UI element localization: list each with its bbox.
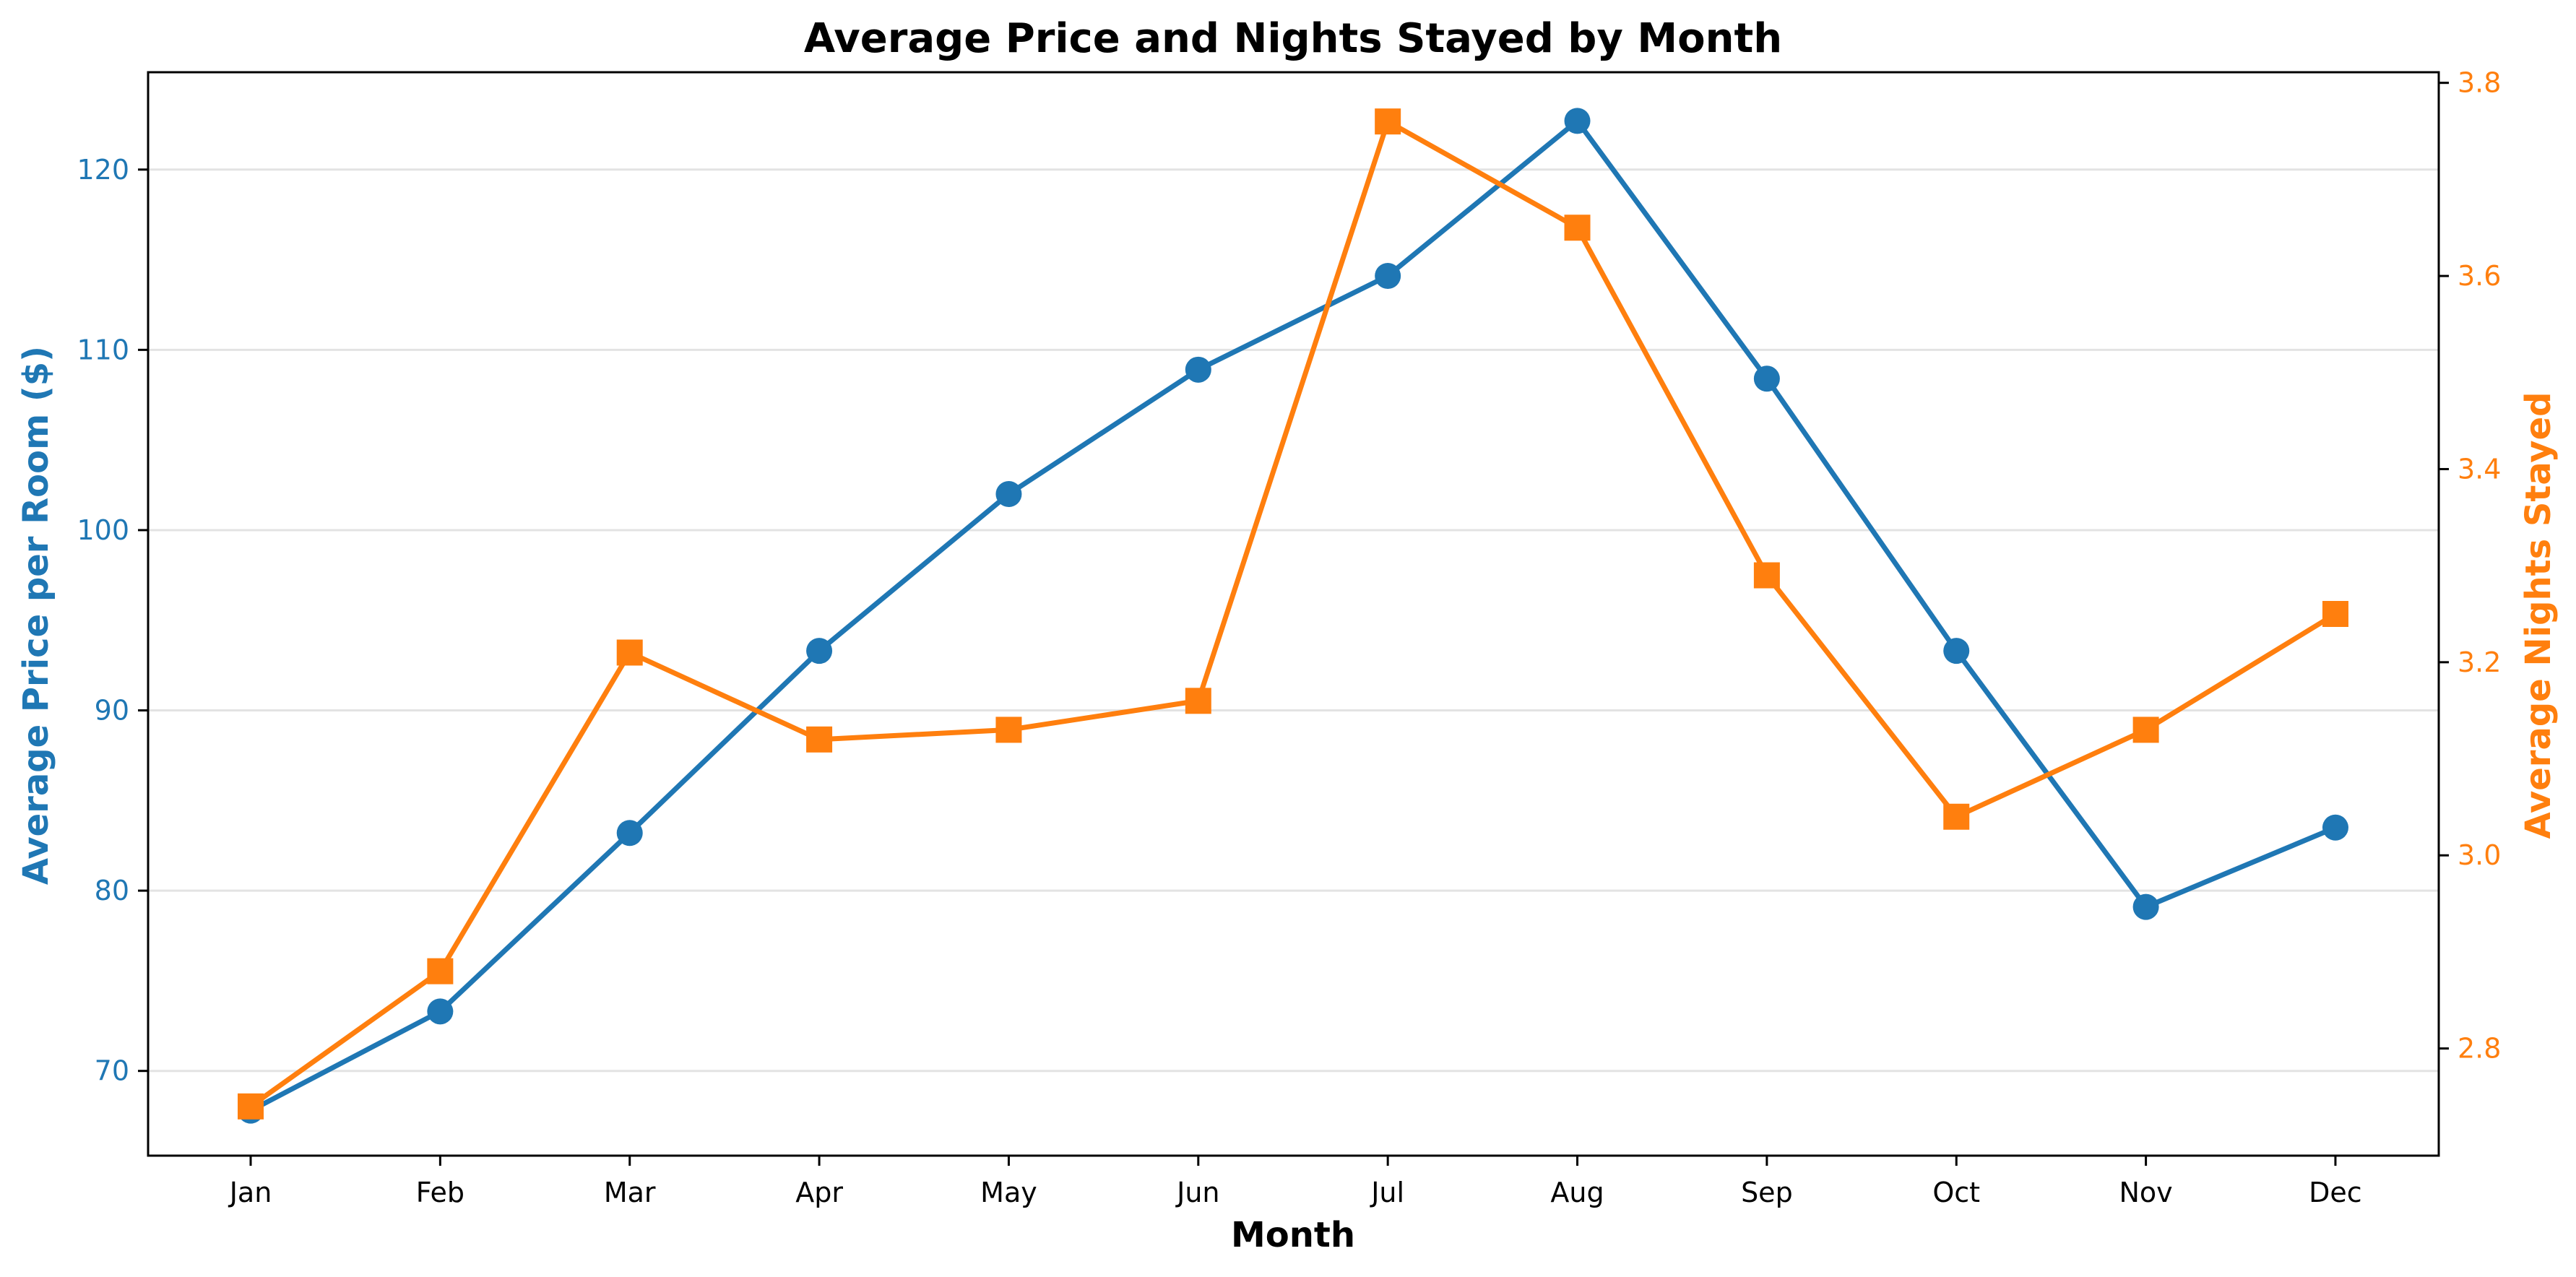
gridlines xyxy=(148,168,2439,1073)
right-y-tick-label: 3.6 xyxy=(2458,260,2501,292)
data-point-square xyxy=(1943,803,1970,830)
data-point-circle xyxy=(995,481,1022,508)
x-tick-label: Apr xyxy=(795,1177,843,1208)
series xyxy=(238,108,2348,1124)
series-avg-price xyxy=(238,108,2348,1124)
data-point-square xyxy=(806,726,833,753)
series-line xyxy=(248,118,2338,1109)
left-y-tick-label: 110 xyxy=(77,334,129,365)
data-point-square xyxy=(1564,215,1591,241)
plot-frame xyxy=(147,71,2440,1157)
x-tick-label: Jan xyxy=(228,1177,272,1208)
data-point-square xyxy=(2132,717,2159,743)
data-point-circle xyxy=(2132,893,2159,920)
x-tick-label: Sep xyxy=(1741,1177,1793,1208)
data-point-circle xyxy=(616,820,643,847)
left-y-tick-label: 120 xyxy=(77,154,129,186)
right-y-tick-label: 2.8 xyxy=(2458,1033,2501,1065)
x-tick-label: Jun xyxy=(1175,1177,1219,1208)
data-point-square xyxy=(238,1093,264,1120)
x-tick-label: May xyxy=(980,1177,1037,1208)
left-y-axis-label: Average Price per Room ($) xyxy=(16,346,56,885)
x-tick-label: Feb xyxy=(416,1177,464,1208)
data-point-square xyxy=(995,717,1022,743)
right-y-tick-label: 3.4 xyxy=(2458,453,2501,485)
x-tick-label: Dec xyxy=(2309,1177,2362,1208)
data-point-circle xyxy=(1185,356,1211,383)
x-axis-label: Month xyxy=(1231,1215,1355,1255)
x-tick-label: Nov xyxy=(2119,1177,2173,1208)
right-y-tick-label: 3.2 xyxy=(2458,646,2501,678)
x-tick-label: Jul xyxy=(1370,1177,1404,1208)
data-point-square xyxy=(1753,562,1780,589)
right-y-axis-label: Average Nights Stayed xyxy=(2518,392,2559,839)
data-point-square xyxy=(2322,601,2348,627)
series-line xyxy=(248,118,2338,1114)
series-nights-stayed xyxy=(238,108,2348,1120)
left-y-axis-ticks: 70 80 90 100 110 120 xyxy=(77,154,148,1087)
x-tick-label: Oct xyxy=(1932,1177,1980,1208)
left-y-tick-label: 70 xyxy=(95,1055,129,1087)
data-point-circle xyxy=(1375,263,1401,290)
data-point-circle xyxy=(427,998,454,1025)
data-point-circle xyxy=(1564,108,1591,134)
chart-title: Average Price and Nights Stayed by Month xyxy=(804,15,1782,62)
left-y-tick-label: 90 xyxy=(95,695,129,727)
data-point-circle xyxy=(1753,365,1780,392)
left-y-tick-label: 100 xyxy=(77,514,129,546)
right-y-axis-ticks: 2.8 3.0 3.2 3.4 3.6 3.8 xyxy=(2439,67,2501,1065)
data-point-circle xyxy=(2322,814,2348,841)
right-y-tick-label: 3.8 xyxy=(2458,67,2501,99)
data-point-square xyxy=(1185,688,1211,714)
x-tick-label: Aug xyxy=(1550,1177,1604,1208)
data-point-square xyxy=(1375,108,1401,135)
data-point-circle xyxy=(806,638,833,665)
data-point-square xyxy=(427,958,454,984)
data-point-circle xyxy=(1943,638,1970,665)
x-axis-ticks: Jan Feb Mar Apr May Jun Jul Aug Sep Oct Nov Dec xyxy=(228,1156,2362,1208)
data-point-square xyxy=(616,639,643,666)
left-y-tick-label: 80 xyxy=(95,875,129,906)
x-tick-label: Mar xyxy=(604,1177,656,1208)
right-y-tick-label: 3.0 xyxy=(2458,839,2501,871)
